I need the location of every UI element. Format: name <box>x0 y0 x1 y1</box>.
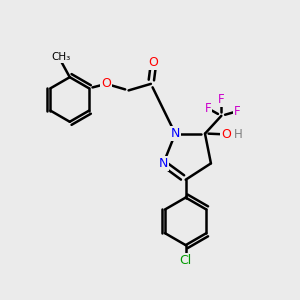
Text: H: H <box>234 128 243 141</box>
Text: O: O <box>221 128 231 141</box>
Text: N: N <box>159 157 168 170</box>
Text: O: O <box>101 77 111 90</box>
Text: O: O <box>148 56 158 69</box>
Text: F: F <box>218 93 225 106</box>
Text: Cl: Cl <box>179 254 192 267</box>
Text: F: F <box>205 102 211 115</box>
Text: CH₃: CH₃ <box>51 52 70 62</box>
Text: N: N <box>171 127 180 140</box>
Text: F: F <box>233 105 240 118</box>
